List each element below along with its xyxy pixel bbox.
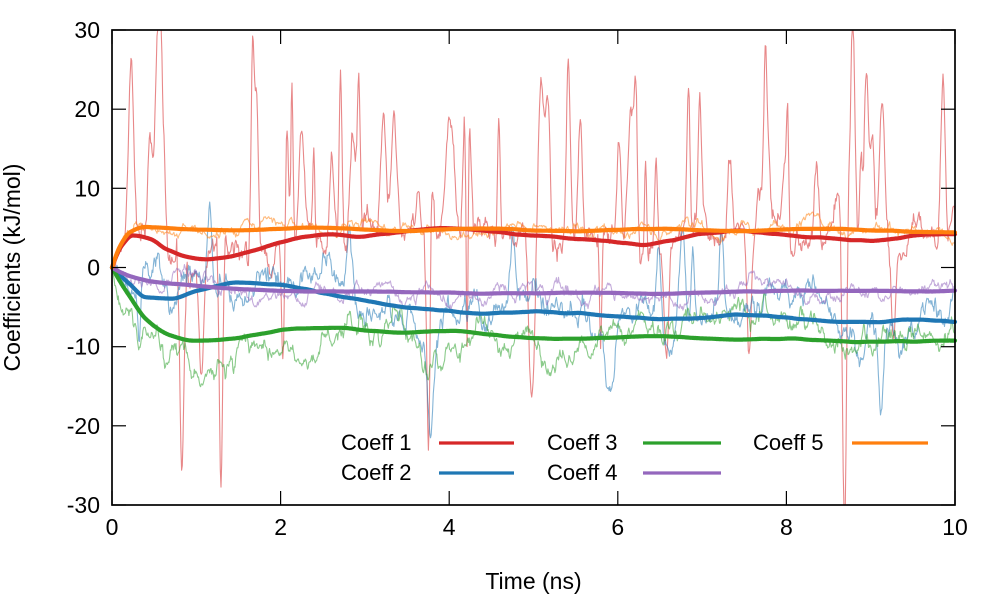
svg-text:Coeff 1: Coeff 1 — [341, 430, 412, 455]
svg-text:2: 2 — [274, 514, 287, 540]
svg-text:8: 8 — [780, 514, 793, 540]
svg-text:Coeff 5: Coeff 5 — [753, 430, 824, 455]
svg-text:20: 20 — [74, 96, 100, 122]
svg-text:10: 10 — [74, 175, 100, 201]
svg-text:0: 0 — [87, 255, 100, 281]
svg-text:Coeff 3: Coeff 3 — [547, 430, 618, 455]
svg-text:6: 6 — [611, 514, 624, 540]
svg-text:Coefficients (kJ/mol): Coefficients (kJ/mol) — [0, 164, 25, 372]
svg-text:0: 0 — [106, 514, 119, 540]
svg-text:-30: -30 — [67, 492, 100, 518]
svg-text:Coeff 2: Coeff 2 — [341, 460, 412, 485]
svg-text:4: 4 — [443, 514, 456, 540]
svg-text:30: 30 — [74, 17, 100, 43]
svg-text:Coeff 4: Coeff 4 — [547, 460, 618, 485]
svg-text:-20: -20 — [67, 413, 100, 439]
svg-text:-10: -10 — [67, 334, 100, 360]
svg-text:Time (ns): Time (ns) — [485, 568, 581, 594]
svg-text:10: 10 — [942, 514, 968, 540]
